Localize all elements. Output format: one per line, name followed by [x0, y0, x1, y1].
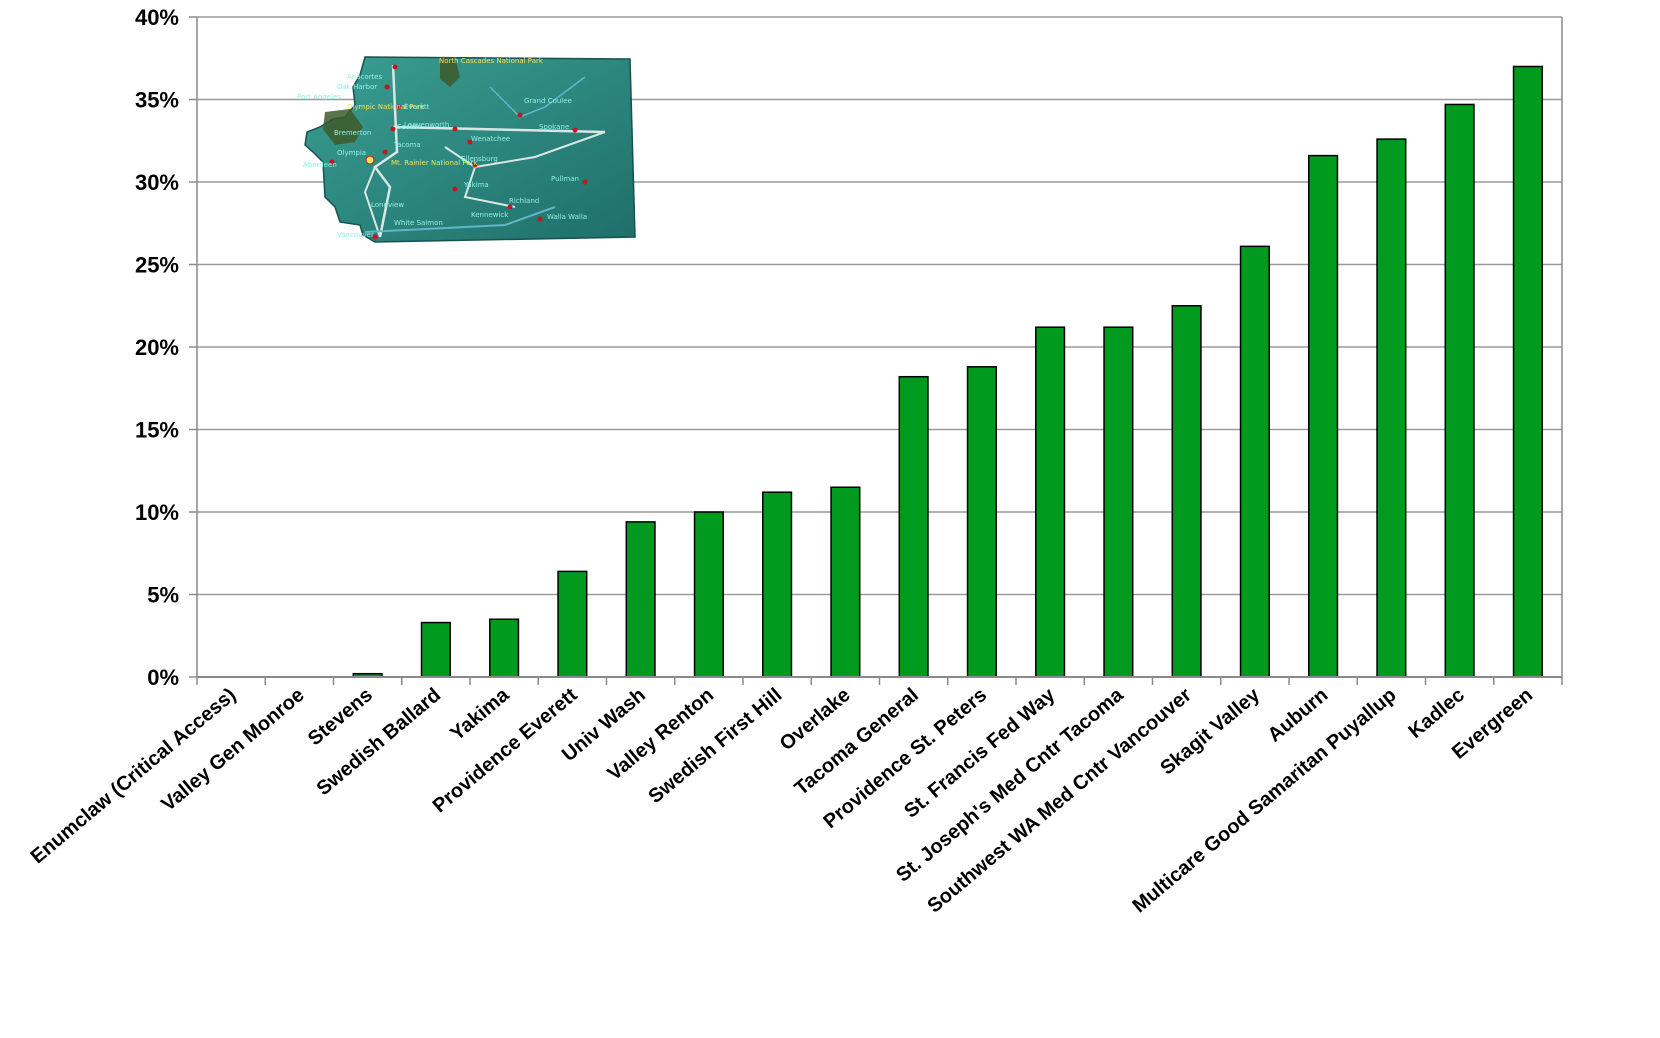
map-city-label: Walla Walla [547, 213, 587, 221]
map-city-label: White Salmon [394, 219, 443, 227]
bar [420, 621, 451, 678]
y-tick-label: 5% [147, 583, 179, 608]
map-city-label: Seattle [397, 123, 422, 131]
bar [1444, 103, 1475, 678]
y-tick-label: 30% [135, 170, 179, 195]
bar [693, 511, 724, 678]
bar [1376, 138, 1407, 678]
map-city-label: Port Angeles [297, 93, 341, 101]
y-tick-labels: 0% 5% 10% 15% 20% 25% 30% 35% 40% [135, 5, 179, 690]
map-city-label: Tacoma [393, 141, 421, 149]
y-tick-label: 10% [135, 500, 179, 525]
x-tick-label: Tacoma General [791, 684, 923, 800]
bar [966, 366, 997, 678]
bar [1308, 154, 1339, 678]
bar [1171, 305, 1202, 678]
map-city-label: Leavenworth [404, 121, 449, 129]
map-city-label: Richland [509, 197, 539, 205]
bar [1239, 245, 1270, 678]
bar [762, 491, 793, 678]
map-city-label: Mt. Rainier National Park [391, 159, 478, 167]
bar [1103, 326, 1134, 678]
bar [1035, 326, 1066, 678]
axes [189, 16, 1563, 685]
bar [489, 618, 520, 678]
map-city-label: Everett [404, 103, 430, 111]
map-city-label: Pullman [551, 175, 579, 183]
bar [557, 570, 588, 678]
y-tick-label: 25% [135, 253, 179, 278]
map-city-label: Olympic National Park [347, 103, 425, 111]
map-city-label: Vancouver [337, 231, 374, 239]
x-tick-labels: Enumclaw (Critical Access)Valley Gen Mon… [27, 683, 1537, 917]
y-tick-label: 20% [135, 335, 179, 360]
map-city-label: North Cascades National Park [439, 57, 544, 65]
map-city-label: Grand Coulee [524, 97, 572, 105]
map-city-label: Spokane [539, 123, 569, 131]
map-city-label: Longview [371, 201, 404, 209]
map-city-label: Bremerton [334, 129, 371, 137]
y-tick-label: 40% [135, 5, 179, 30]
bar [625, 521, 656, 678]
map-city-label: Aberdeen [303, 161, 337, 169]
map-city-label: Yakima [463, 181, 489, 189]
bar [830, 486, 861, 678]
map-city-label: Olympia [337, 149, 366, 157]
map-city-label: Wenatchee [471, 135, 510, 143]
y-tick-label: 15% [135, 418, 179, 443]
x-tick-label: Yakima [446, 683, 514, 745]
x-tick-label: Kadlec [1404, 684, 1468, 743]
x-tick-label: Swedish Ballard [313, 684, 445, 800]
map-city-label: Kennewick [471, 211, 509, 219]
map-city-label: Oak Harbor [337, 83, 377, 91]
map-city-label: Ellensburg [461, 155, 498, 163]
y-tick-label: 0% [147, 665, 179, 690]
bar [898, 375, 929, 678]
bar [1512, 65, 1543, 678]
y-tick-label: 35% [135, 88, 179, 113]
map-city-label: Anacortes [347, 73, 383, 81]
washington-state-map-icon: Anacortes Oak Harbor Port Angeles Olympic N… [297, 56, 636, 243]
